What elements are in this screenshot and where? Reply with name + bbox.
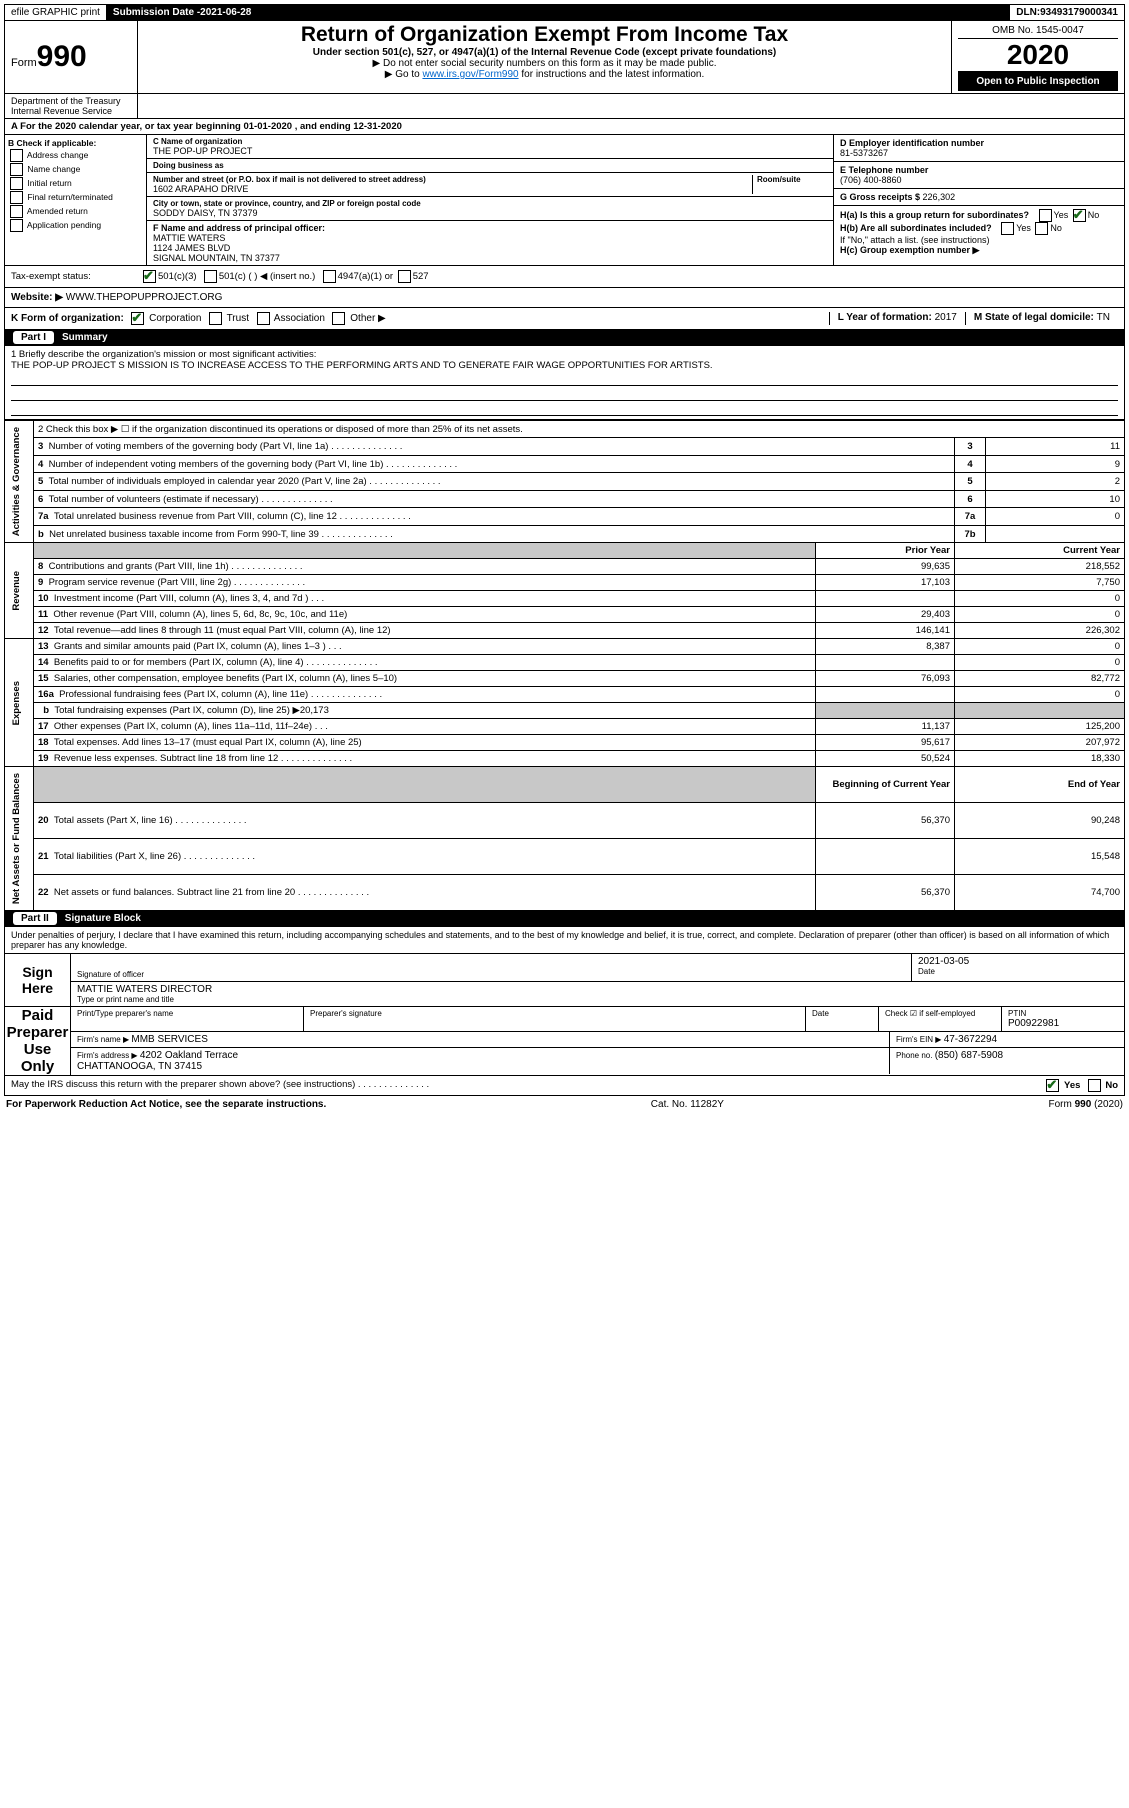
side-label-ag: Activities & Governance bbox=[9, 423, 24, 540]
telephone: (706) 400-8860 bbox=[840, 175, 1118, 185]
checkbox-corp[interactable] bbox=[131, 312, 144, 325]
header-spacer bbox=[258, 5, 1010, 20]
street-address: 1602 ARAPAHO DRIVE bbox=[153, 184, 752, 194]
form-ref: Form 990 (2020) bbox=[1049, 1099, 1123, 1110]
checkbox-assoc[interactable] bbox=[257, 312, 270, 325]
year-formation: 2017 bbox=[935, 312, 957, 323]
cat-no: Cat. No. 11282Y bbox=[651, 1099, 724, 1110]
firm-phone: (850) 687-5908 bbox=[935, 1050, 1003, 1061]
val-7b bbox=[986, 525, 1125, 542]
checkbox-501c[interactable] bbox=[204, 270, 217, 283]
firm-name: MMB SERVICES bbox=[131, 1034, 208, 1045]
section-d-e-g: D Employer identification number 81-5373… bbox=[834, 135, 1124, 265]
omb-number: OMB No. 1545-0047 bbox=[958, 23, 1118, 39]
title-right: OMB No. 1545-0047 2020 Open to Public In… bbox=[952, 21, 1124, 93]
col-eoy: End of Year bbox=[955, 767, 1125, 803]
tax-exempt-status-row: Tax-exempt status: 501(c)(3) 501(c) ( ) … bbox=[4, 266, 1125, 288]
header-info-block: B Check if applicable: Address change Na… bbox=[4, 135, 1125, 266]
checkbox-initial-return[interactable] bbox=[10, 177, 23, 190]
dept-row: Department of the Treasury Internal Reve… bbox=[4, 94, 1125, 119]
firm-ein: 47-3672294 bbox=[944, 1034, 997, 1045]
tax-year: 2020 bbox=[958, 39, 1118, 72]
checkbox-amended[interactable] bbox=[10, 205, 23, 218]
col-current-year: Current Year bbox=[955, 543, 1125, 559]
side-label-na: Net Assets or Fund Balances bbox=[9, 769, 24, 908]
dept-treasury: Department of the Treasury Internal Reve… bbox=[5, 94, 138, 118]
side-label-rev: Revenue bbox=[9, 567, 24, 615]
checkbox-discuss-yes[interactable] bbox=[1046, 1079, 1059, 1092]
efile-header: efile GRAPHIC print Submission Date - 20… bbox=[4, 4, 1125, 21]
k-l-m-row: K Form of organization: Corporation Trus… bbox=[4, 308, 1125, 330]
section-b-checkboxes: B Check if applicable: Address change Na… bbox=[5, 135, 147, 265]
part-2-header: Part IISignature Block bbox=[4, 911, 1125, 927]
form-title: Return of Organization Exempt From Incom… bbox=[144, 23, 945, 47]
checkbox-discuss-no[interactable] bbox=[1088, 1079, 1101, 1092]
checkbox-hb-yes[interactable] bbox=[1001, 222, 1014, 235]
open-to-public: Open to Public Inspection bbox=[958, 72, 1118, 91]
paid-preparer-block: Paid Preparer Use Only Print/Type prepar… bbox=[4, 1007, 1125, 1076]
checkbox-ha-no[interactable] bbox=[1073, 209, 1086, 222]
firm-addr1: 4202 Oakland Terrace bbox=[140, 1050, 238, 1061]
irs-discuss-row: May the IRS discuss this return with the… bbox=[4, 1076, 1125, 1096]
form-number-cell: Form990 bbox=[5, 21, 138, 93]
firm-addr2: CHATTANOOGA, TN 37415 bbox=[77, 1061, 883, 1072]
state-domicile: TN bbox=[1097, 312, 1110, 323]
pra-notice: For Paperwork Reduction Act Notice, see … bbox=[6, 1099, 326, 1110]
footer: For Paperwork Reduction Act Notice, see … bbox=[4, 1096, 1125, 1113]
val-5: 2 bbox=[986, 473, 1125, 490]
sign-here-block: Sign Here Signature of officer 2021-03-0… bbox=[4, 954, 1125, 1007]
irs-link[interactable]: www.irs.gov/Form990 bbox=[422, 69, 518, 80]
city-state-zip: SODDY DAISY, TN 37379 bbox=[153, 208, 827, 218]
part-1-header: Part ISummary bbox=[4, 330, 1125, 346]
checkbox-501c3[interactable] bbox=[143, 270, 156, 283]
jurat: Under penalties of perjury, I declare th… bbox=[4, 927, 1125, 954]
website-url: WWW.THEPOPUPPROJECT.ORG bbox=[66, 292, 223, 303]
form-subtitle-1: Under section 501(c), 527, or 4947(a)(1)… bbox=[144, 47, 945, 58]
val-6: 10 bbox=[986, 490, 1125, 507]
title-block: Form990 Return of Organization Exempt Fr… bbox=[4, 21, 1125, 94]
checkbox-name-change[interactable] bbox=[10, 163, 23, 176]
section-c-org-info: C Name of organization THE POP-UP PROJEC… bbox=[147, 135, 834, 265]
line-2: 2 Check this box ▶ ☐ if the organization… bbox=[34, 421, 1125, 438]
submission-date: Submission Date - 2021-06-28 bbox=[107, 5, 258, 20]
col-prior-year: Prior Year bbox=[816, 543, 955, 559]
col-boy: Beginning of Current Year bbox=[816, 767, 955, 803]
mission-block: 1 Briefly describe the organization's mi… bbox=[4, 346, 1125, 420]
form-subtitle-2: ▶ Do not enter social security numbers o… bbox=[144, 58, 945, 69]
officer-addr2: SIGNAL MOUNTAIN, TN 37377 bbox=[153, 253, 827, 263]
sign-date: 2021-03-05 bbox=[918, 956, 1118, 967]
checkbox-other[interactable] bbox=[332, 312, 345, 325]
checkbox-4947[interactable] bbox=[323, 270, 336, 283]
org-name: THE POP-UP PROJECT bbox=[153, 146, 827, 156]
dln: DLN: 93493179000341 bbox=[1010, 5, 1124, 20]
ptin: P00922981 bbox=[1008, 1018, 1118, 1029]
title-center: Return of Organization Exempt From Incom… bbox=[138, 21, 952, 93]
val-3: 11 bbox=[986, 438, 1125, 455]
form-subtitle-3: ▶ Go to www.irs.gov/Form990 for instruct… bbox=[144, 69, 945, 80]
val-7a: 0 bbox=[986, 508, 1125, 525]
checkbox-trust[interactable] bbox=[209, 312, 222, 325]
efile-label: efile GRAPHIC print bbox=[5, 5, 107, 20]
checkbox-app-pending[interactable] bbox=[10, 219, 23, 232]
val-4: 9 bbox=[986, 455, 1125, 472]
checkbox-hb-no[interactable] bbox=[1035, 222, 1048, 235]
officer-addr1: 1124 JAMES BLVD bbox=[153, 243, 827, 253]
officer-signature-name: MATTIE WATERS DIRECTOR bbox=[77, 984, 1118, 995]
officer-name: MATTIE WATERS bbox=[153, 233, 827, 243]
ein: 81-5373267 bbox=[840, 148, 1118, 158]
checkbox-final-return[interactable] bbox=[10, 191, 23, 204]
gross-receipts: 226,302 bbox=[923, 192, 956, 202]
paid-preparer-label: Paid Preparer Use Only bbox=[5, 1007, 71, 1075]
section-a-tax-year: A For the 2020 calendar year, or tax yea… bbox=[4, 119, 1125, 135]
checkbox-ha-yes[interactable] bbox=[1039, 209, 1052, 222]
checkbox-address-change[interactable] bbox=[10, 149, 23, 162]
side-label-exp: Expenses bbox=[9, 677, 24, 729]
checkbox-527[interactable] bbox=[398, 270, 411, 283]
sign-here-label: Sign Here bbox=[5, 954, 71, 1006]
summary-table: Activities & Governance 2 Check this box… bbox=[4, 420, 1125, 911]
website-row: Website: ▶ WWW.THEPOPUPPROJECT.ORG bbox=[4, 288, 1125, 308]
mission-text: THE POP-UP PROJECT S MISSION IS TO INCRE… bbox=[11, 360, 1118, 371]
